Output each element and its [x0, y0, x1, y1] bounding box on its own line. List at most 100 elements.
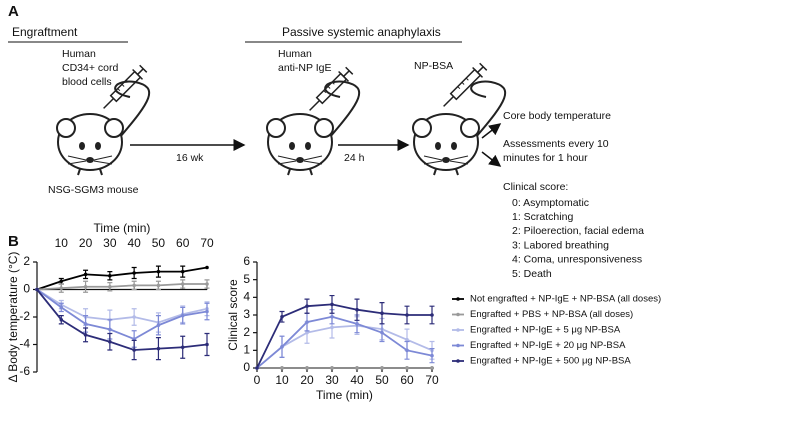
readout: Core body temperature [503, 110, 611, 122]
data-point [205, 265, 209, 270]
header: Engraftment [12, 25, 78, 39]
x-tick-label: 10 [55, 236, 69, 250]
x-tick-label: 30 [103, 236, 117, 250]
data-point [156, 283, 161, 288]
score-item: 2: Piloerection, facial edema [512, 225, 644, 237]
score-title: Clinical score: [503, 181, 568, 193]
data-point [108, 273, 112, 278]
legend-marker [456, 359, 460, 363]
score-item: 4: Coma, unresponsiveness [512, 254, 642, 266]
data-point [430, 353, 434, 358]
x-axis-title: Time (min) [316, 388, 373, 402]
legend-label: Engrafted + NP-IgE + 20 μg NP-BSA [470, 340, 626, 351]
challenge-text: NP-BSA [414, 60, 453, 72]
y-tick-label: -2 [19, 309, 30, 323]
readout: minutes for 1 hour [503, 152, 588, 164]
y-tick-label: 6 [243, 254, 250, 268]
data-point [330, 314, 334, 319]
x-axis-title: Time (min) [94, 221, 151, 235]
series-line [36, 288, 208, 324]
readout: Assessments every 10 [503, 138, 609, 150]
x-tick-label: 0 [254, 373, 261, 387]
y-tick-label: -4 [19, 337, 30, 351]
arrow-label: 16 wk [176, 152, 204, 164]
data-point [280, 314, 284, 319]
ige-text: anti-NP IgE [278, 62, 332, 74]
data-point [405, 348, 409, 353]
x-tick-label: 70 [425, 373, 439, 387]
data-point [380, 311, 384, 316]
series-line [36, 266, 208, 291]
x-tick-label: 70 [200, 236, 214, 250]
data-point [132, 315, 136, 319]
data-point [405, 313, 409, 317]
x-tick-label: 40 [127, 236, 141, 250]
data-point [405, 337, 409, 342]
data-point [83, 322, 88, 326]
data-point [156, 269, 161, 274]
mouse [56, 80, 151, 176]
data-point [355, 307, 359, 312]
data-point [430, 366, 434, 370]
data-point [59, 286, 64, 290]
data-point [205, 282, 209, 286]
data-point [305, 320, 309, 324]
y-tick-label: 0 [243, 360, 250, 374]
mouse-label: NSG-SGM3 mouse [48, 184, 139, 196]
data-point [280, 345, 284, 349]
data-point [355, 366, 359, 370]
data-point [180, 282, 185, 286]
data-point [180, 269, 185, 274]
x-tick-label: 20 [79, 236, 93, 250]
data-point [83, 272, 88, 277]
cells-text: blood cells [62, 76, 112, 88]
y-tick-label: 5 [243, 272, 250, 286]
legend-label: Engrafted + NP-IgE + 5 μg NP-BSA [470, 325, 621, 336]
legend-marker [456, 328, 460, 332]
data-point [380, 366, 384, 370]
y-tick-label: 2 [243, 325, 250, 339]
data-point [156, 346, 161, 351]
series-line [36, 283, 207, 291]
cells-text: CD34+ cord [62, 62, 118, 74]
ige-text: Human [278, 48, 312, 60]
arrow [481, 151, 502, 167]
data-point [132, 283, 136, 288]
cells-text: Human [62, 48, 96, 60]
data-point [205, 342, 209, 347]
x-tick-label: 50 [152, 236, 166, 250]
data-point [83, 284, 88, 289]
legend-marker [456, 343, 460, 348]
data-point [59, 305, 64, 310]
x-tick-label: 60 [400, 373, 414, 387]
legend-marker [456, 297, 460, 301]
score-item: 5: Death [512, 268, 552, 280]
score-item: 1: Scratching [512, 211, 573, 223]
x-tick-label: 40 [350, 373, 364, 387]
y-axis-title: Clinical score [226, 279, 240, 351]
arrow-label: 24 h [344, 152, 365, 164]
data-point [305, 330, 309, 335]
data-point [132, 348, 136, 352]
data-point [83, 333, 88, 337]
x-tick-label: 50 [375, 373, 389, 387]
y-tick-label: 1 [243, 343, 250, 357]
data-point [156, 323, 161, 328]
data-point [180, 345, 185, 350]
arrow [481, 123, 502, 139]
data-point [132, 271, 136, 275]
data-point [59, 317, 64, 322]
data-point [330, 302, 334, 307]
series-line [256, 303, 432, 369]
data-point [330, 325, 334, 330]
legend-label: Engrafted + NP-IgE + 500 μg NP-BSA [470, 356, 631, 367]
legend-label: Not engrafted + NP-IgE + NP-BSA (all dos… [470, 294, 661, 305]
data-point [280, 366, 284, 370]
header: Passive systemic anaphylaxis [282, 25, 441, 39]
panel-label: B [8, 233, 19, 250]
score-item: 0: Asymptomatic [512, 197, 589, 209]
data-point [380, 330, 384, 335]
data-point [255, 366, 259, 370]
